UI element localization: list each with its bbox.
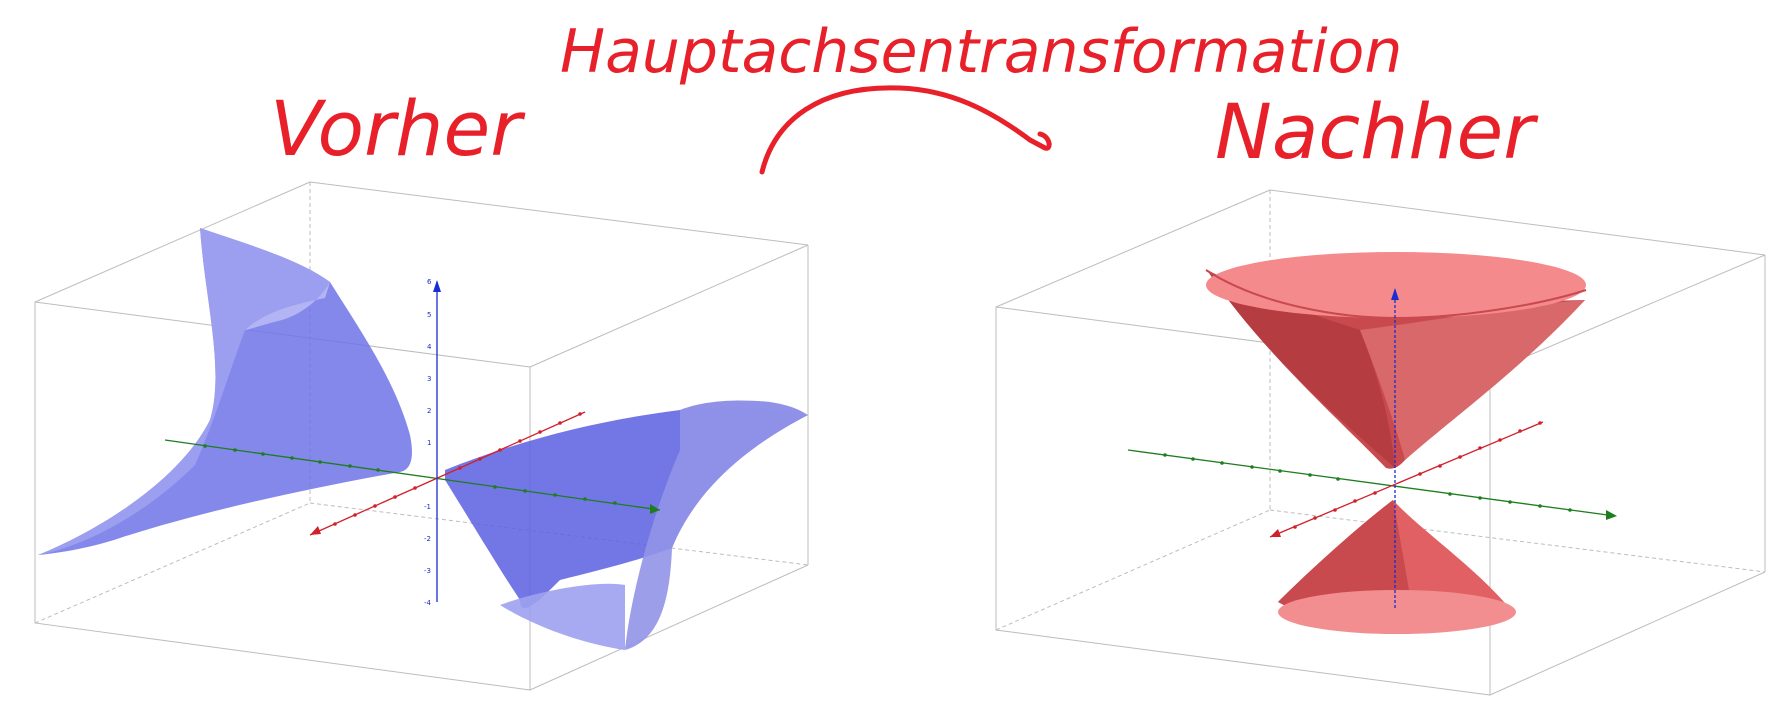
- before-y-ticks: [203, 444, 617, 505]
- after-cone-upper: [1205, 252, 1587, 469]
- before-y-axis-arrow: [650, 504, 660, 514]
- before-surface-left: [38, 228, 412, 555]
- z-tick-label: 2: [427, 407, 431, 415]
- z-tick-label: 6: [427, 278, 432, 286]
- before-label: Vorher: [270, 84, 526, 173]
- z-tick-label: 5: [427, 311, 431, 319]
- before-axes: 6 5 4 3 2 1 -1 -2 -3 -4: [164, 278, 661, 607]
- after-y-ticks: [1163, 453, 1572, 512]
- before-bounding-box: [34, 181, 809, 691]
- after-y-axis: [1127, 449, 1616, 517]
- z-tick-label: -4: [424, 599, 432, 607]
- after-y-axis-arrow: [1606, 510, 1617, 520]
- z-tick-label: 1: [427, 439, 431, 447]
- after-cone-lower: [1278, 500, 1516, 634]
- z-tick-label: -1: [424, 503, 431, 511]
- z-tick-label: 3: [427, 375, 431, 383]
- before-y-axis: [164, 439, 661, 511]
- upper-cone-rim: [1206, 252, 1586, 318]
- transform-arrow: [759, 85, 1052, 175]
- lower-cone-rim: [1278, 590, 1516, 634]
- z-tick-label: -3: [424, 567, 431, 575]
- after-z-axis-arrow: [1391, 288, 1399, 300]
- before-surface-right: [445, 400, 808, 650]
- after-x-ticks: [1293, 421, 1542, 529]
- before-z-tick-labels: 6 5 4 3 2 1 -1 -2 -3 -4: [424, 278, 432, 607]
- before-panel: 6 5 4 3 2 1 -1 -2 -3 -4: [34, 181, 809, 691]
- before-x-axis-arrow: [310, 526, 321, 535]
- title-text: Hauptachsentransformation: [560, 17, 1402, 87]
- after-axes: [1127, 288, 1617, 608]
- after-label: Nachher: [1215, 87, 1539, 176]
- after-x-axis-arrow: [1270, 529, 1281, 537]
- before-x-ticks: [333, 412, 582, 526]
- z-tick-label: -2: [424, 535, 431, 543]
- after-panel: [995, 189, 1766, 696]
- z-tick-label: 4: [427, 343, 432, 351]
- before-z-axis-arrow: [433, 280, 441, 292]
